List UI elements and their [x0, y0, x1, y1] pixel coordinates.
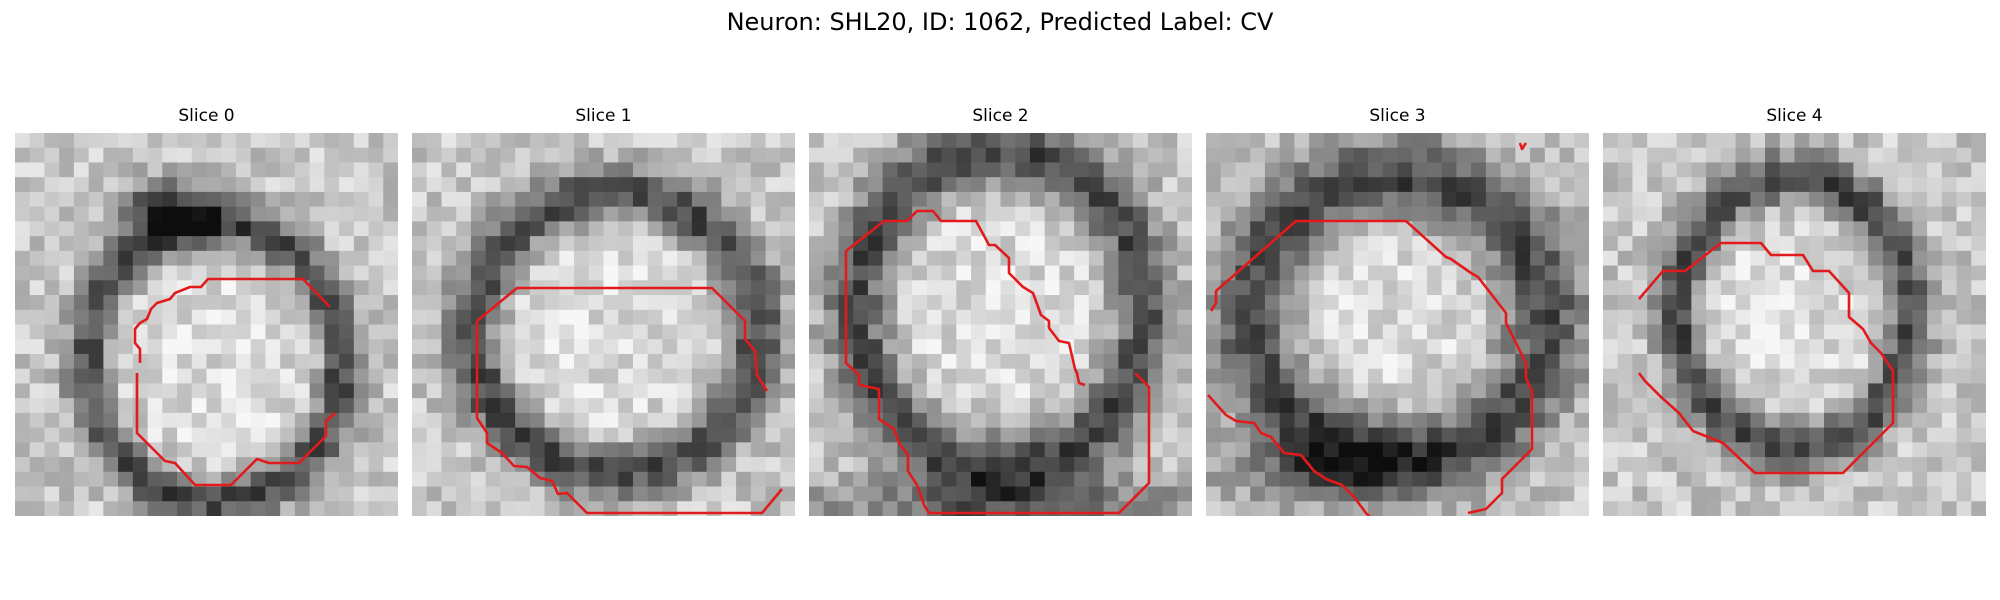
slice-image-3: [1206, 133, 1589, 516]
slice-title-0: Slice 0: [178, 106, 235, 126]
slice-image-4: [1603, 133, 1986, 516]
contour-line-0: [1209, 219, 1534, 515]
contour-line-0: [845, 209, 1086, 387]
slice-image-0: [15, 133, 398, 516]
contour-line-0: [476, 286, 769, 392]
contour-line-0: [133, 277, 331, 363]
figure-title: Neuron: SHL20, ID: 1062, Predicted Label…: [726, 8, 1274, 36]
contour-line-0: [1637, 241, 1895, 475]
slice-image-2: [809, 133, 1192, 516]
contour-line-1: [475, 321, 783, 515]
slice-title-4: Slice 4: [1766, 106, 1823, 126]
pixel-grid: [15, 133, 398, 516]
slice-title-3: Slice 3: [1369, 106, 1426, 126]
contour-line-1: [844, 251, 1151, 515]
slice-title-2: Slice 2: [972, 106, 1029, 126]
pixel-grid: [809, 133, 1192, 516]
pixel-grid: [1206, 133, 1589, 516]
pixel-grid: [1603, 133, 1986, 516]
contour-line-2: [1518, 142, 1528, 151]
slice-image-1: [412, 133, 795, 516]
pixel-grid: [412, 133, 795, 516]
slice-title-1: Slice 1: [575, 106, 632, 126]
contour-line-1: [1207, 394, 1371, 516]
contour-line-1: [135, 373, 336, 487]
